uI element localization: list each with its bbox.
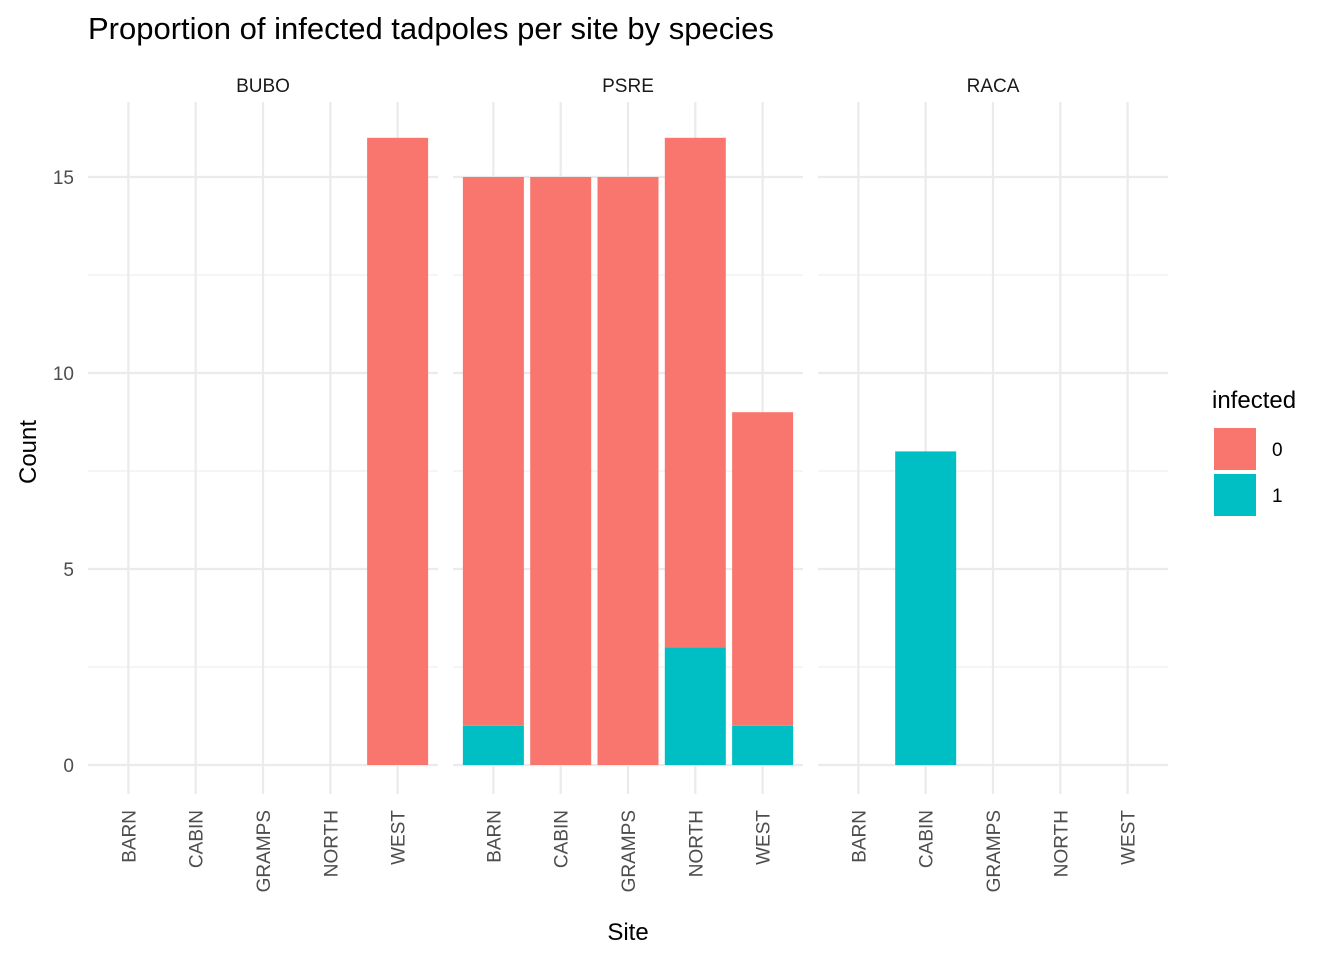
bar-bubo-west-infected-0 — [367, 137, 429, 766]
legend-key-1 — [1214, 474, 1256, 516]
y-axis-title: Count — [15, 420, 42, 484]
bar-psre-north-infected-0 — [664, 137, 726, 648]
legend-title: infected — [1212, 387, 1296, 414]
x-tick-label: NORTH — [1051, 810, 1072, 877]
x-tick-label: CABIN — [187, 810, 208, 868]
x-tick-label: CABIN — [917, 810, 938, 868]
x-tick-label: NORTH — [686, 810, 707, 877]
facet-strip-label: BUBO — [236, 76, 290, 97]
y-tick-label: 15 — [53, 168, 74, 189]
bar-psre-west-infected-0 — [732, 412, 794, 726]
y-axis-ticks: 0 5 10 15 — [53, 168, 74, 777]
facet-panel-psre: PSRE BARN CABIN GRAMPS NORTH WEST — [453, 76, 803, 892]
y-tick-label: 10 — [53, 364, 74, 385]
bar-psre-west-infected-1 — [732, 725, 794, 765]
legend-label: 0 — [1272, 440, 1283, 461]
x-tick-label: GRAMPS — [984, 810, 1005, 892]
x-tick-label: BARN — [849, 810, 870, 863]
x-tick-label: GRAMPS — [254, 810, 275, 892]
legend-label: 1 — [1272, 486, 1283, 507]
facet-panel-raca: RACA BARN CABIN GRAMPS NORTH WEST — [818, 76, 1168, 892]
bar-psre-barn-infected-0 — [462, 177, 524, 726]
legend-key-0 — [1214, 428, 1256, 470]
x-axis-title: Site — [607, 919, 648, 946]
x-tick-label: WEST — [389, 810, 410, 865]
x-tick-label: WEST — [1119, 810, 1140, 865]
x-tick-label: NORTH — [321, 810, 342, 877]
facet-strip-label: RACA — [967, 76, 1020, 97]
bar-psre-barn-infected-1 — [462, 725, 524, 765]
legend: infected 0 1 — [1212, 387, 1296, 516]
x-tick-label: GRAMPS — [619, 810, 640, 892]
x-tick-label: BARN — [484, 810, 505, 863]
x-tick-label: CABIN — [552, 810, 573, 868]
bar-raca-cabin-infected-1 — [895, 451, 957, 765]
bar-psre-north-infected-1 — [664, 647, 726, 765]
facet-panels: BUBO BARN CABIN GRAMPS NORTH WEST PSRE BARN CABI… — [88, 76, 1168, 892]
x-tick-label: BARN — [119, 810, 140, 863]
bar-psre-gramps-infected-0 — [597, 177, 659, 765]
y-tick-label: 0 — [63, 756, 74, 777]
facet-strip-label: PSRE — [602, 76, 654, 97]
chart-title: Proportion of infected tadpoles per site… — [88, 11, 774, 46]
y-tick-label: 5 — [63, 560, 74, 581]
bar-psre-cabin-infected-0 — [530, 177, 592, 765]
x-tick-label: WEST — [754, 810, 775, 865]
facet-panel-bubo: BUBO BARN CABIN GRAMPS NORTH WEST — [88, 76, 438, 892]
